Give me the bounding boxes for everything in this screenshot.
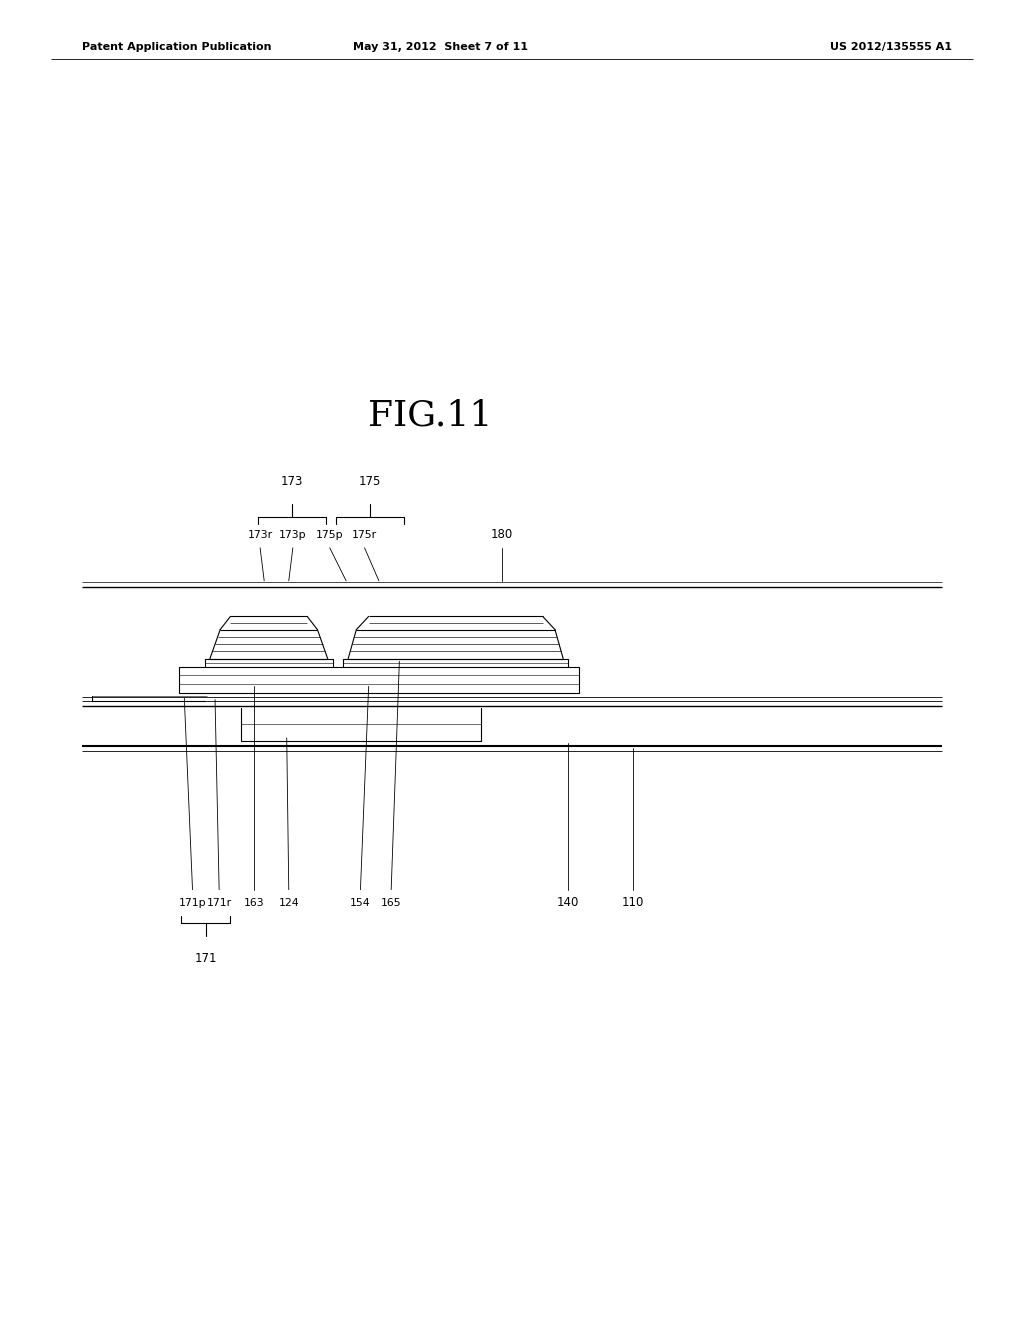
Text: US 2012/135555 A1: US 2012/135555 A1 <box>830 42 952 53</box>
Text: 140: 140 <box>557 896 580 909</box>
Text: Patent Application Publication: Patent Application Publication <box>82 42 271 53</box>
Text: 173: 173 <box>281 475 303 488</box>
Text: 175p: 175p <box>316 529 343 540</box>
Text: 124: 124 <box>279 898 299 908</box>
Text: 171p: 171p <box>179 898 206 908</box>
Text: 171: 171 <box>195 952 217 965</box>
Text: 110: 110 <box>622 896 644 909</box>
Text: FIG.11: FIG.11 <box>368 399 493 433</box>
Text: 175r: 175r <box>352 529 377 540</box>
Text: 180: 180 <box>490 528 513 541</box>
Text: 154: 154 <box>350 898 371 908</box>
Text: 163: 163 <box>244 898 264 908</box>
Text: 165: 165 <box>381 898 401 908</box>
Text: May 31, 2012  Sheet 7 of 11: May 31, 2012 Sheet 7 of 11 <box>353 42 527 53</box>
Text: 175: 175 <box>359 475 381 488</box>
Text: 171r: 171r <box>207 898 231 908</box>
Text: 173p: 173p <box>280 529 306 540</box>
Text: 173r: 173r <box>248 529 272 540</box>
